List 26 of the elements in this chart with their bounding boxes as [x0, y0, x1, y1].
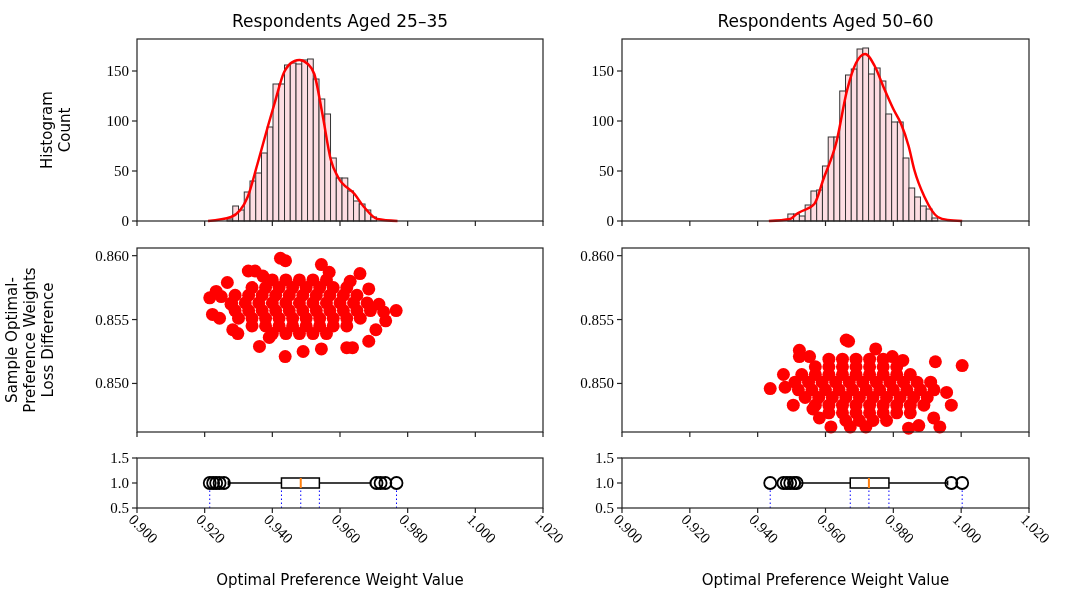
y-tick-label: 0.5 [110, 500, 129, 516]
y-axis-title: Sample Optimal- Preference Weights Loss Difference [2, 267, 57, 413]
y-tick-label: 0 [121, 213, 129, 229]
x-axis-title: Optimal Preference Weight Value [701, 571, 950, 589]
y-tick-label: 1.0 [110, 475, 129, 491]
y-tick-label: 1.5 [110, 450, 129, 466]
x-axis-title: Optimal Preference Weight Value [216, 571, 464, 589]
y-tick-label: 0 [606, 213, 614, 229]
y-tick-label: 50 [114, 163, 129, 179]
y-tick-label: 0.850 [580, 375, 614, 392]
y-axis-title: Histogram Count [37, 91, 74, 169]
y-tick-label: 1.0 [595, 475, 614, 491]
y-tick-label: 0.5 [595, 500, 614, 516]
y-tick-label: 100 [591, 113, 614, 129]
y-tick-label: 0.860 [95, 247, 129, 264]
y-tick-label: 100 [106, 113, 129, 129]
chart-title: Respondents Aged 25–35 [231, 11, 449, 31]
y-tick-label: 0.860 [580, 247, 614, 264]
y-tick-label: 50 [599, 163, 614, 179]
y-tick-label: 1.5 [595, 450, 614, 466]
y-tick-label: 0.855 [580, 311, 614, 328]
y-tick-label: 0.850 [95, 375, 129, 392]
y-tick-label: 150 [106, 63, 129, 79]
y-tick-label: 0.855 [95, 311, 129, 328]
chart-title: Respondents Aged 50–60 [717, 11, 934, 31]
y-tick-label: 150 [591, 63, 614, 79]
